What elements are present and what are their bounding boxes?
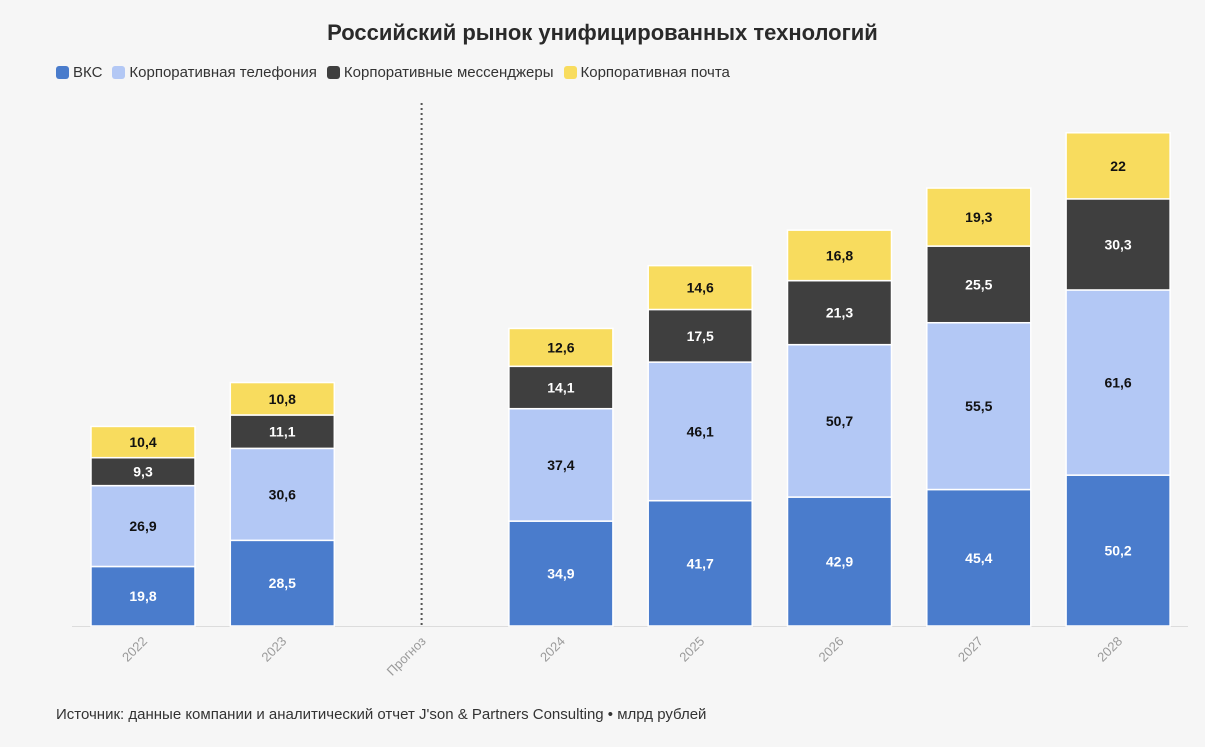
x-tick-label: 2028 [1094,634,1125,665]
data-label: 37,4 [547,457,574,473]
bar-segment [647,308,753,363]
bar-segment [647,264,753,311]
data-label: 10,8 [269,391,296,407]
bar-segment [926,488,1032,627]
data-label: 14,6 [687,280,714,296]
legend-swatch [326,65,340,79]
data-label: 50,2 [1104,543,1131,559]
bar-segment [786,229,893,282]
x-tick-label: 2026 [816,634,847,665]
legend-label: Корпоративная телефония [129,63,317,81]
data-label: 11,1 [269,424,296,440]
data-label: 30,6 [269,486,296,502]
bar-segment [1065,198,1171,291]
x-tick-label: Прогноз [384,633,429,678]
chart-title: Российский рынок унифицированных техноло… [327,20,878,45]
legend-item: Корпоративная телефония [112,64,317,81]
bar-segment [90,484,196,568]
bar-segment [508,327,614,368]
bar-segment [786,343,893,498]
data-label: 28,5 [269,575,296,591]
data-label: 55,5 [965,398,992,414]
data-label: 19,3 [965,209,992,225]
bar-segment [786,496,893,627]
legend-item: ВКС [56,64,102,81]
data-label: 41,7 [687,555,714,571]
bar-segment [90,456,196,487]
bar-segment [1065,474,1171,627]
legend-swatch [563,65,577,79]
source-note: Источник: данные компании и аналитически… [56,706,707,723]
legend-label: ВКС [73,63,103,81]
bar-segment [90,565,196,627]
legend-item: Корпоративная почта [563,63,730,81]
bar-segment [926,245,1032,324]
x-tick-label: 2023 [258,634,289,665]
x-tick-label: 2022 [119,634,150,665]
bar-segment [508,407,614,522]
data-label: 25,5 [965,276,992,292]
data-label: 9,3 [133,464,153,480]
data-label: 42,9 [826,554,853,570]
bar-segment [508,365,614,410]
bar-segment [1065,289,1171,476]
x-tick-label: 2027 [955,634,986,665]
data-label: 30,3 [1104,236,1131,252]
data-label: 26,9 [129,518,156,534]
bar-segment [786,279,893,346]
data-label: 12,6 [547,339,574,355]
legend-swatch [112,65,126,79]
data-label: 50,7 [826,413,853,429]
data-label: 10,4 [129,434,156,450]
bar-segment [229,381,336,416]
bar-segment [926,321,1032,491]
data-label: 34,9 [547,566,574,582]
bar-segment [647,361,753,502]
data-label: 14,1 [547,379,574,395]
x-tick-label: 2024 [537,634,568,665]
data-label: 16,8 [826,247,853,263]
data-label: 45,4 [965,550,992,566]
legend: ВКС Корпоративная телефония Корпоративные … [56,62,740,82]
x-tick-label: 2025 [676,634,707,665]
legend-label: Корпоративные мессенджеры [343,63,554,81]
bar-segment [229,447,336,542]
bar-segment [90,425,196,459]
data-label: 61,6 [1104,375,1131,391]
bar-segment [926,187,1032,247]
data-label: 19,8 [129,588,156,604]
legend-label: Корпоративная почта [580,63,730,81]
data-label: 22 [1110,158,1126,174]
bar-segment [229,539,336,627]
data-label: 21,3 [826,305,853,321]
data-label: 17,5 [687,328,714,344]
legend-item: Корпоративные мессенджеры [326,63,554,81]
data-label: 46,1 [687,423,714,439]
legend-swatch [56,65,69,79]
bar-segment [647,499,753,627]
bar-segment [1065,132,1171,200]
bar-segment [508,520,614,627]
bar-segment [229,414,336,450]
